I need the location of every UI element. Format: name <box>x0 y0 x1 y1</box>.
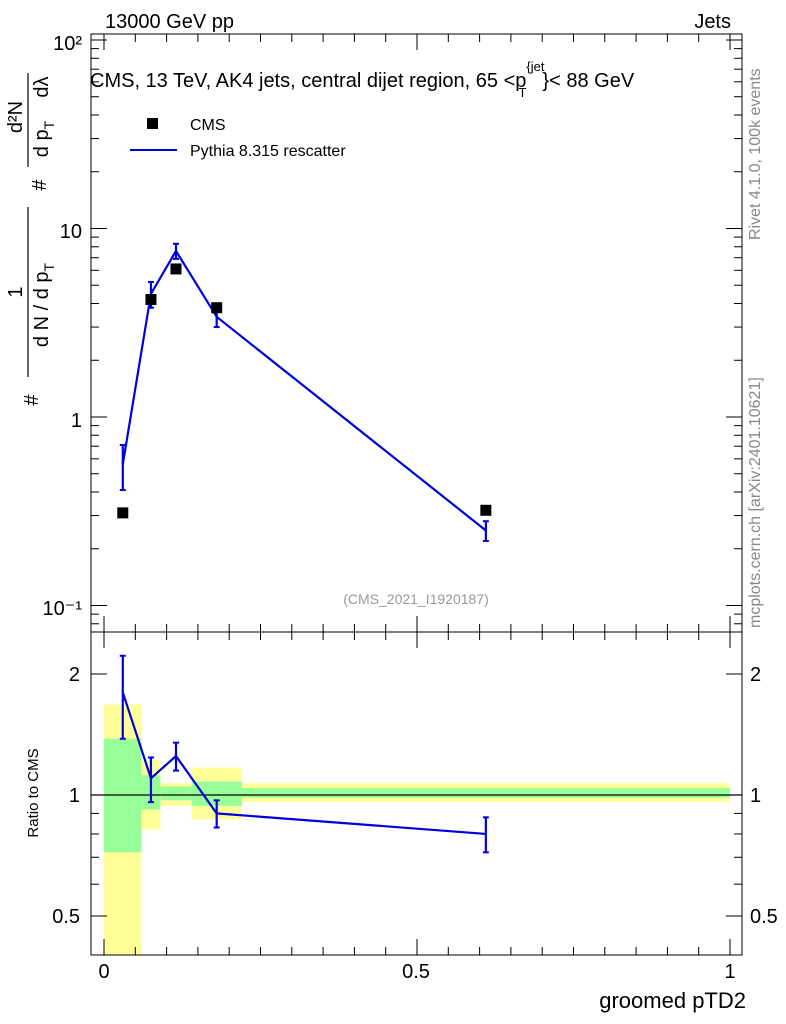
analysis-id: (CMS_2021_I1920187) <box>343 591 489 607</box>
x-tick-label-0.5: 0.5 <box>402 961 430 983</box>
y-tick-label-10: 10 <box>60 221 82 243</box>
ratio-mc-series <box>119 654 489 854</box>
ylabel-numerator-2: d²N <box>5 101 27 133</box>
plot-title-sub: T <box>518 85 526 100</box>
legend: CMS Pythia 8.315 rescatter <box>130 117 346 160</box>
y-tick-label-100: 10² <box>53 33 82 55</box>
main-panel: 10⁻¹ 1 10 10² CMS, 13 TeV, AK4 jets, cen… <box>43 33 743 633</box>
ratio-y-tick-label-right-0.5: 0.5 <box>750 906 778 928</box>
plot-title-prefix: CMS, 13 TeV, AK4 jets, central dijet reg… <box>90 70 515 92</box>
ylabel-hash-1: # <box>21 394 43 406</box>
ratio-y-axis-label: Ratio to CMS <box>25 748 42 837</box>
data-point <box>480 504 492 516</box>
ratio-y-tick-label-2: 2 <box>69 664 80 686</box>
data-point <box>170 263 182 275</box>
main-ticks <box>91 34 742 632</box>
main-mc-series <box>119 242 489 542</box>
x-axis-label: groomed pTD2 <box>599 988 746 1013</box>
plot-title-suffix: }< 88 GeV <box>542 70 634 92</box>
rivet-version-label: Rivet 4.1.0, 100k events <box>747 68 764 240</box>
main-y-tick-labels: 10⁻¹ 1 10 10² <box>43 33 83 620</box>
band-inner <box>241 788 730 798</box>
category-label: Jets <box>694 11 731 33</box>
legend-data-label: CMS <box>190 117 226 134</box>
main-y-axis-label: # 1 d N / d pT # d pT d²N dλ <box>5 73 57 406</box>
ylabel-denominator-1: d N / d pT <box>31 262 57 347</box>
ratio-panel: 0.5 1 2 0.5 1 2 0 0.5 1 groomed pTD2 Rat… <box>25 631 778 1013</box>
ratio-ticks <box>91 632 742 955</box>
data-point <box>211 302 223 314</box>
legend-mc-label: Pythia 8.315 rescatter <box>190 143 346 160</box>
ratio-mc-curve <box>121 692 486 836</box>
ylabel-hash-2: # <box>29 179 51 191</box>
data-point <box>117 507 129 519</box>
ratio-y-tick-labels: 0.5 1 2 0.5 1 2 <box>52 664 778 928</box>
band-inner <box>160 786 192 801</box>
ratio-y-tick-label-1: 1 <box>69 785 80 807</box>
mcplots-source-label: mcplots.cern.ch [arXiv:2401.10621] <box>747 377 764 628</box>
y-tick-label-1: 1 <box>71 410 82 432</box>
plot-title-p: p <box>515 70 526 92</box>
legend-data-marker <box>147 118 158 129</box>
main-data-series <box>117 263 492 519</box>
ylabel-numerator-1: 1 <box>5 286 27 297</box>
main-frame <box>90 33 743 633</box>
ratio-y-tick-label-right-2: 2 <box>750 664 761 686</box>
ylabel-denominator-2: d pT <box>31 120 57 157</box>
plot-title-sup: {jet <box>526 59 544 74</box>
y-tick-label-0.1: 10⁻¹ <box>43 598 83 620</box>
x-tick-labels: 0 0.5 1 <box>98 961 735 983</box>
ylabel-dlambda: dλ <box>31 76 53 97</box>
ratio-y-tick-label-0.5: 0.5 <box>52 906 80 928</box>
ratio-y-tick-label-right-1: 1 <box>750 785 761 807</box>
plot-title: CMS, 13 TeV, AK4 jets, central dijet reg… <box>90 59 635 100</box>
ratio-bands <box>104 704 730 955</box>
x-tick-label-1: 1 <box>724 961 735 983</box>
mc-curve <box>121 248 487 532</box>
x-tick-label-0: 0 <box>98 961 109 983</box>
beam-label: 13000 GeV pp <box>105 11 234 33</box>
data-point <box>145 294 157 306</box>
